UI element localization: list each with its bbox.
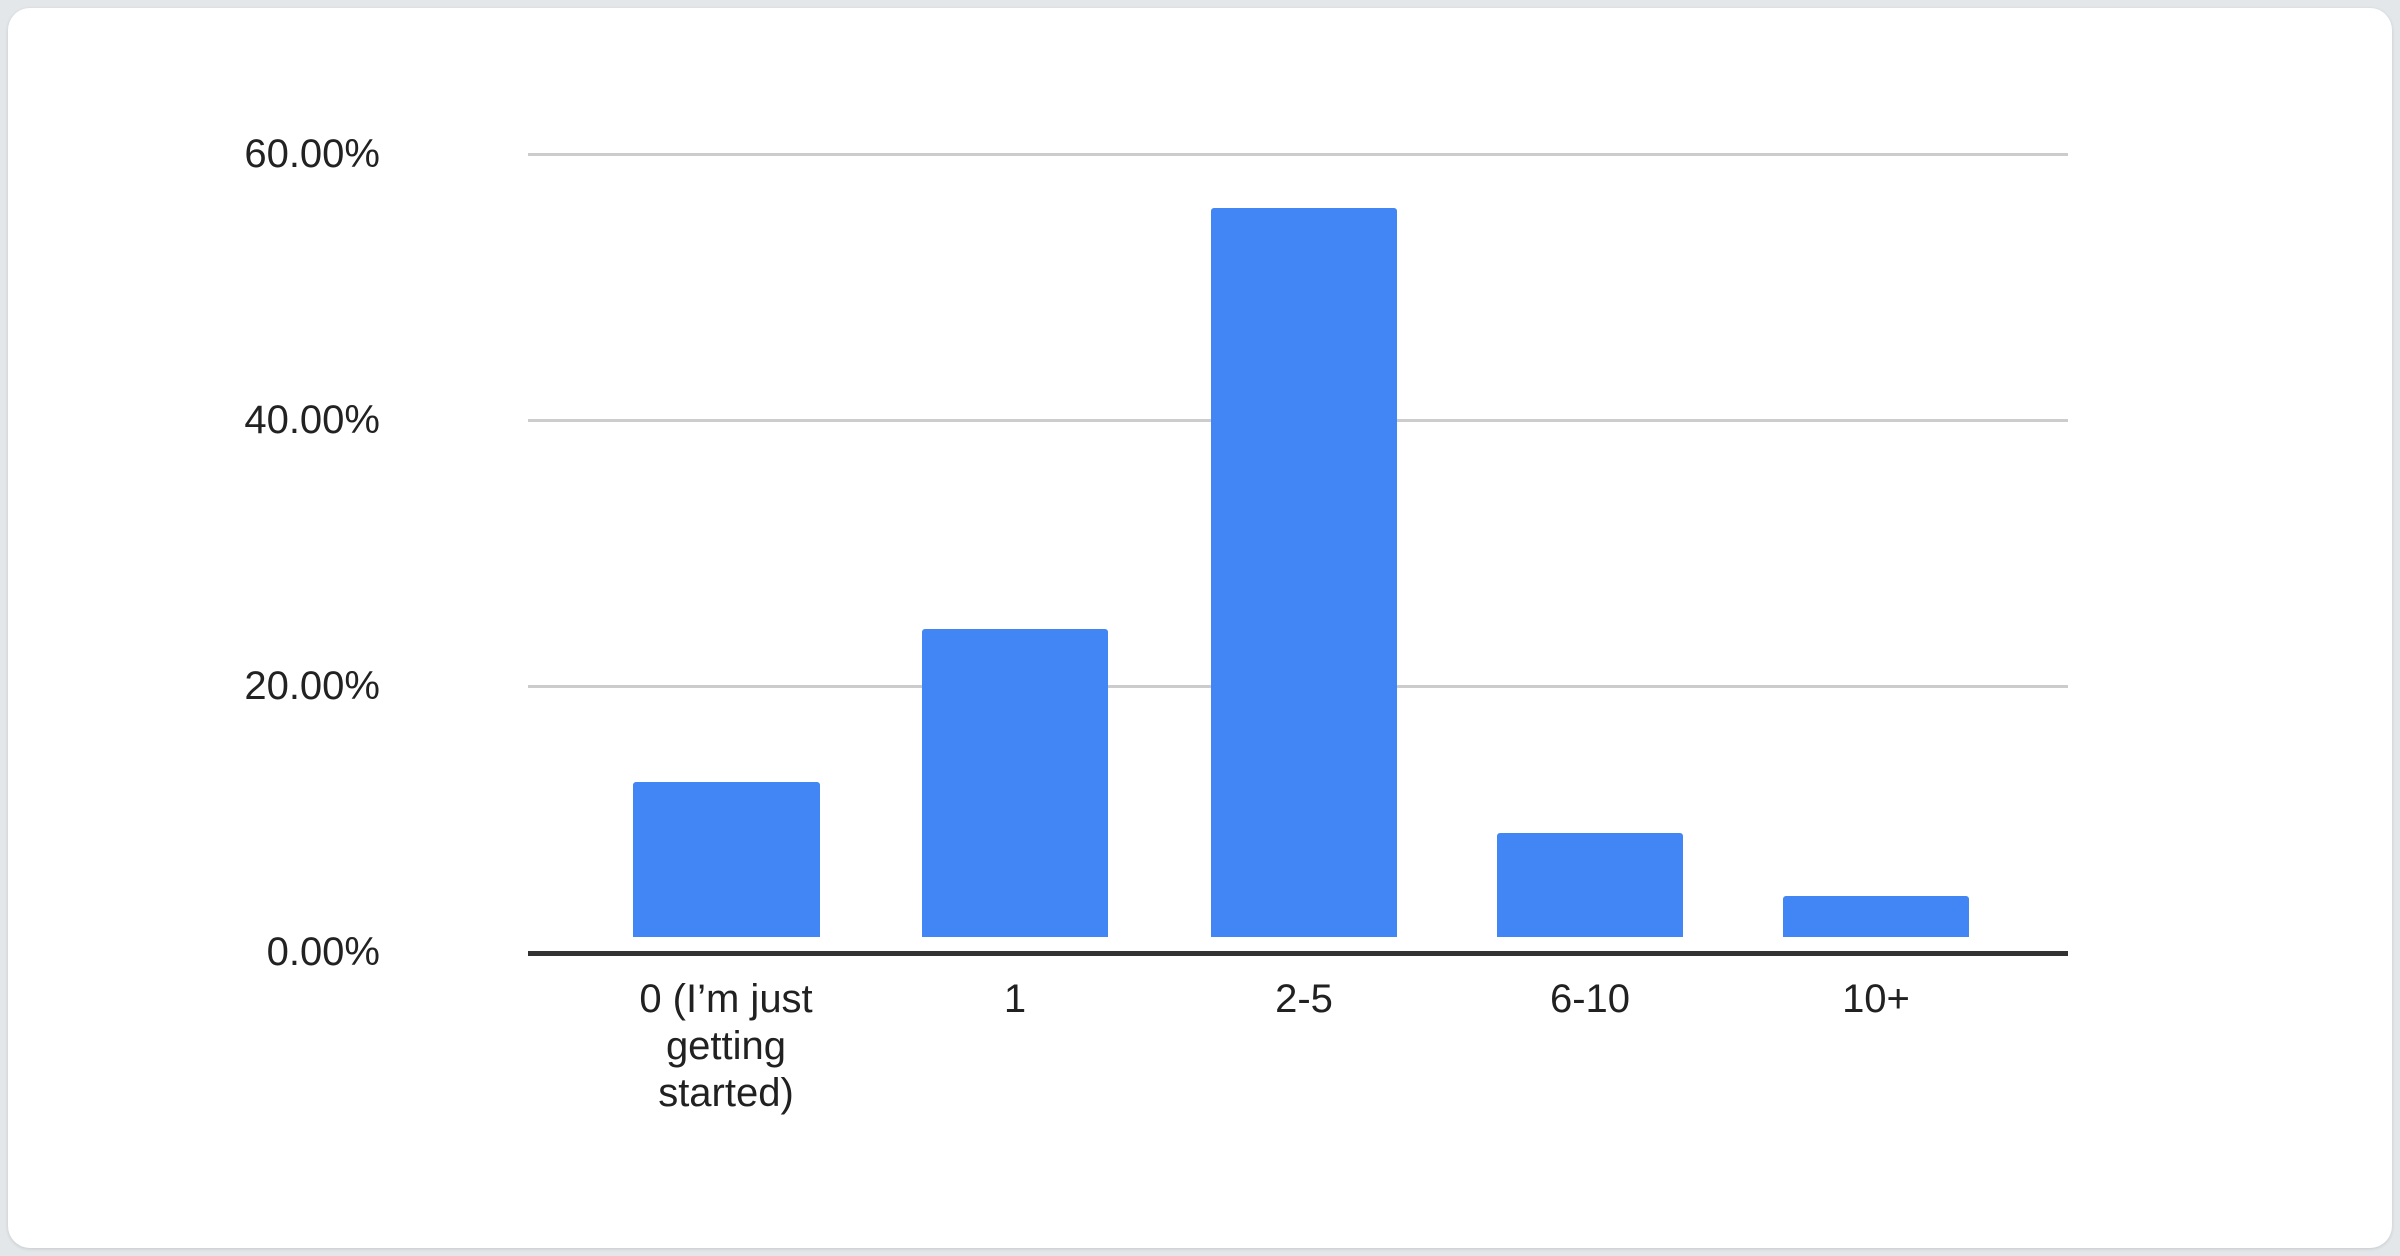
x-axis-tick-label-2: 2-5 [1275, 977, 1333, 1021]
chart-card: 60.00% 40.00% 20.00% 0.00% 0 (I’m just g… [8, 8, 2392, 1248]
y-axis-tick-label-20: 20.00% [244, 664, 380, 708]
x-axis-tick-label-3: 6-10 [1549, 977, 1631, 1021]
x-axis-tick-label-4: 10+ [1842, 977, 1910, 1021]
bar-3[interactable] [1497, 833, 1683, 937]
y-axis-tick-label-40: 40.00% [244, 398, 380, 442]
gridline-60 [528, 153, 2068, 156]
bar-1[interactable] [922, 629, 1108, 937]
x-axis-tick-label-0: 0 (I’m just getting started) [639, 977, 813, 1116]
bar-0[interactable] [633, 782, 820, 937]
bar-chart: 60.00% 40.00% 20.00% 0.00% 0 (I’m just g… [8, 8, 2392, 1248]
y-axis-tick-label-0: 0.00% [266, 930, 380, 974]
y-axis-tick-label-60: 60.00% [244, 132, 380, 176]
bar-2[interactable] [1211, 207, 1397, 937]
x-axis-line [528, 951, 2068, 956]
bar-4[interactable] [1783, 895, 1969, 937]
x-axis-tick-label-1: 1 [1003, 977, 1027, 1021]
